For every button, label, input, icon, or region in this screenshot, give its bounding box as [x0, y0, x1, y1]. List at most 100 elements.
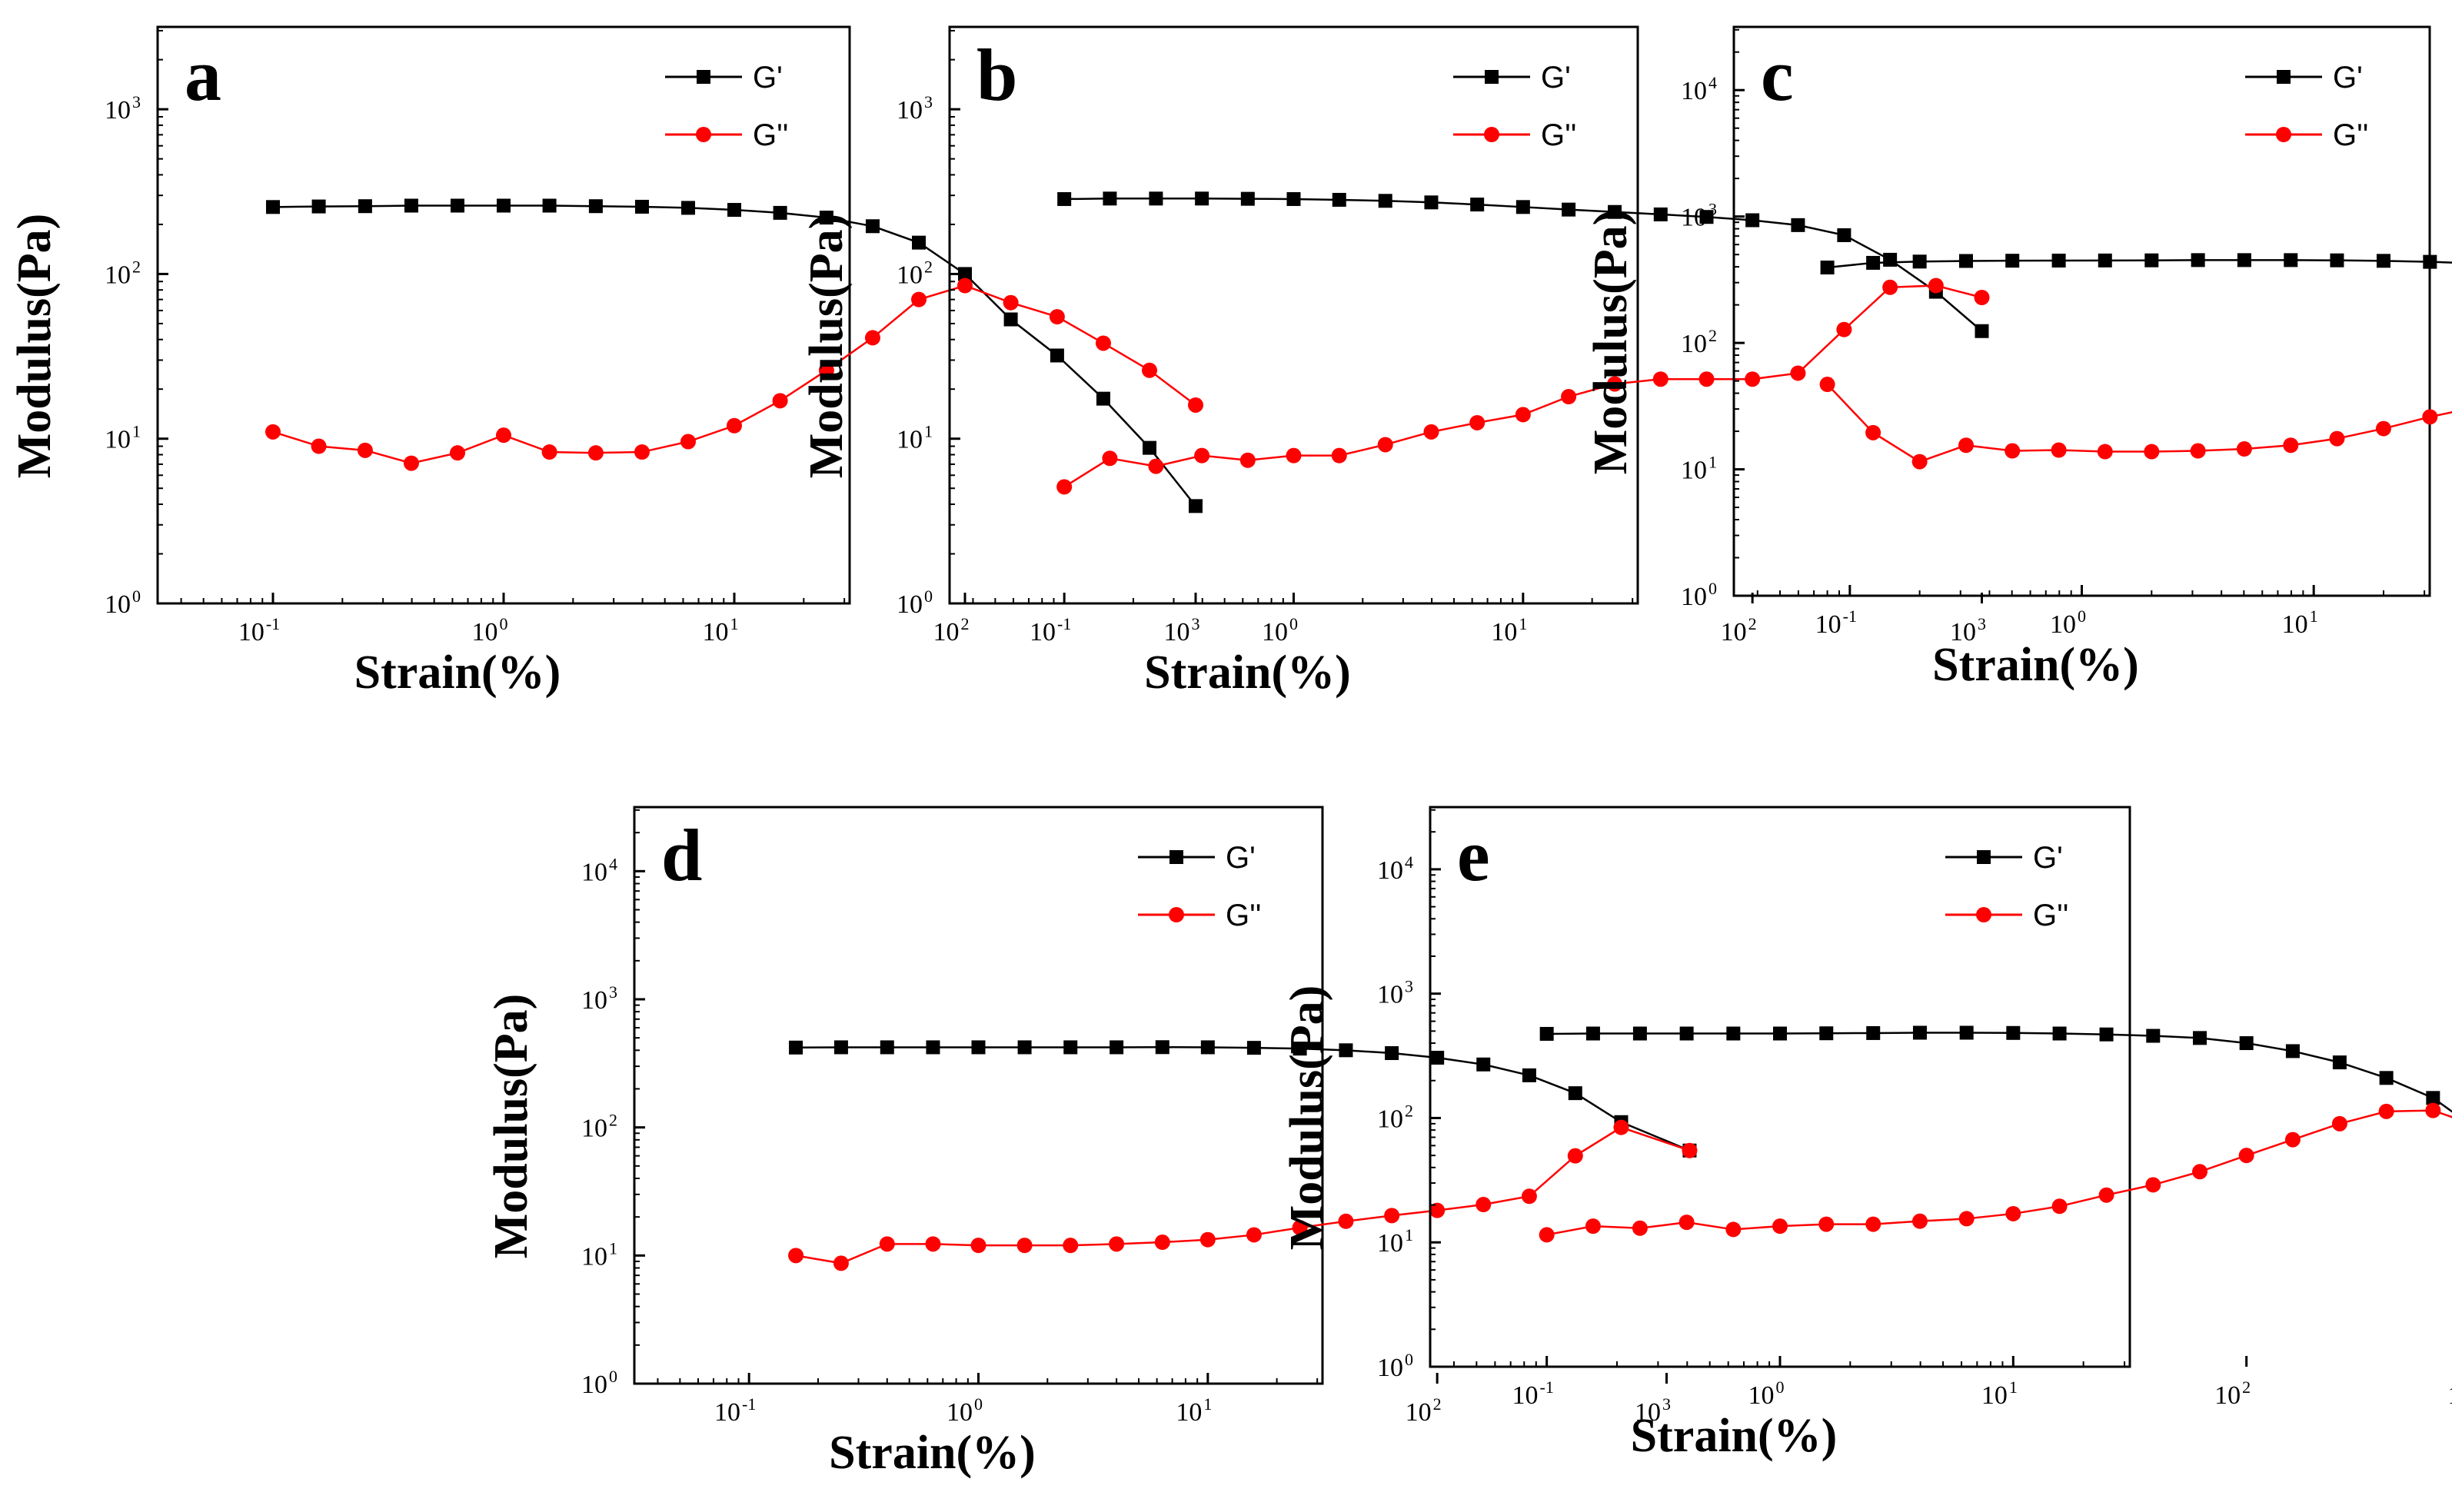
- data-point-g-double-prime: [1585, 1218, 1601, 1235]
- data-point-g-double-prime: [1865, 424, 1881, 440]
- data-point-g-prime: [1293, 1042, 1307, 1056]
- data-point-g-double-prime: [2375, 420, 2391, 437]
- chart-panel-a: 10-1 100 101 102 103 100 101 102 103 Strain(%) Mod…: [8, 25, 1203, 699]
- data-point-g-prime: [819, 211, 833, 225]
- data-point-g-double-prime: [1331, 447, 1347, 464]
- y-tick-label: 100: [1681, 579, 1717, 611]
- data-point-g-prime: [1958, 254, 1973, 268]
- legend-marker: [1484, 127, 1499, 142]
- data-point-g-double-prime: [680, 434, 697, 450]
- data-point-g-double-prime: [2238, 1148, 2254, 1164]
- data-point-g-prime: [1745, 213, 1760, 228]
- y-tick-label: 100: [581, 1367, 617, 1399]
- data-point-g-double-prime: [879, 1236, 895, 1252]
- data-point-g-prime: [358, 199, 372, 214]
- y-axis-title: Modulus(Pa): [8, 214, 61, 478]
- data-point-g-double-prime: [2144, 444, 2160, 460]
- x-tick-label: 100: [1748, 1377, 1785, 1410]
- data-point-g-double-prime: [541, 444, 557, 460]
- panel-letter: b: [976, 34, 1017, 116]
- y-tick-label: 100: [105, 587, 141, 619]
- data-point-g-prime: [1653, 207, 1668, 221]
- data-point-g-prime: [1632, 1026, 1647, 1041]
- x-tick-label: 103: [1164, 614, 1200, 646]
- y-tick-label: 102: [105, 257, 141, 289]
- data-point-g-prime: [2284, 253, 2298, 268]
- data-point-g-double-prime: [2422, 409, 2438, 425]
- data-point-g-prime: [1424, 195, 1439, 210]
- x-tick-label: 10-1: [238, 614, 280, 646]
- data-point-g-double-prime: [403, 455, 419, 471]
- data-point-g-prime: [588, 199, 603, 214]
- x-tick-label: 101: [703, 614, 739, 646]
- data-point-g-prime: [1155, 1040, 1169, 1055]
- data-point-g-prime: [1103, 191, 1117, 206]
- data-point-g-prime: [1378, 194, 1392, 208]
- data-point-g-double-prime: [1745, 371, 1761, 387]
- data-point-g-double-prime: [1819, 377, 1835, 393]
- data-point-g-double-prime: [2283, 437, 2299, 454]
- data-point-g-prime: [1017, 1040, 1032, 1055]
- data-point-g-double-prime: [2051, 442, 2067, 458]
- legend-label: G': [2333, 61, 2363, 95]
- x-tick-label: 102: [1721, 614, 1757, 646]
- data-point-g-double-prime: [2378, 1103, 2394, 1119]
- legend-label: G': [2033, 841, 2063, 875]
- data-point-g-double-prime: [1790, 365, 1806, 381]
- series-line-g-prime: [796, 1046, 1690, 1151]
- data-point-g-double-prime: [2005, 443, 2021, 459]
- data-point-g-prime: [2426, 1091, 2440, 1105]
- data-point-g-double-prime: [1286, 447, 1302, 464]
- series-line-g-prime: [1546, 1032, 2452, 1113]
- panel-letter: c: [1761, 34, 1794, 116]
- legend-label: G'': [2333, 118, 2368, 152]
- data-point-g-double-prime: [1836, 321, 1852, 337]
- data-point-g-prime: [2146, 1028, 2161, 1043]
- data-point-g-double-prime: [1561, 389, 1577, 405]
- data-point-g-prime: [1562, 202, 1576, 217]
- data-point-g-prime: [971, 1040, 986, 1055]
- data-point-g-double-prime: [2145, 1177, 2161, 1193]
- data-point-g-prime: [2099, 1027, 2114, 1042]
- data-point-g-double-prime: [1194, 447, 1210, 464]
- x-axis-title: Strain(%): [829, 1427, 1036, 1479]
- data-point-g-prime: [1726, 1026, 1741, 1041]
- data-point-g-prime: [2191, 253, 2205, 268]
- data-point-g-prime: [1568, 1086, 1582, 1101]
- data-point-g-double-prime: [1567, 1148, 1583, 1164]
- legend-label: G': [1541, 61, 1571, 95]
- data-point-g-prime: [833, 1040, 848, 1055]
- chart-panel-c: 10-1100101102103100101102103104Strain(%)…: [1585, 25, 2452, 691]
- data-point-g-prime: [1820, 261, 1835, 275]
- data-point-g-prime: [1515, 200, 1530, 214]
- data-point-g-double-prime: [1154, 1235, 1170, 1251]
- data-point-g-prime: [1883, 252, 1898, 267]
- data-point-g-prime: [1110, 1040, 1124, 1055]
- x-tick-label: 102: [933, 614, 970, 646]
- data-point-g-double-prime: [1678, 1215, 1695, 1231]
- data-point-g-prime: [1585, 1026, 1600, 1041]
- y-tick-label: 102: [1377, 1101, 1413, 1133]
- data-point-g-double-prime: [1539, 1227, 1555, 1243]
- data-point-g-prime: [311, 199, 326, 214]
- data-point-g-prime: [880, 1040, 894, 1055]
- legend-label: G'': [1541, 118, 1576, 152]
- data-point-g-prime: [1539, 1026, 1554, 1041]
- data-point-g-prime: [266, 200, 280, 214]
- data-point-g-prime: [2330, 253, 2344, 268]
- data-point-g-double-prime: [1911, 1213, 1928, 1229]
- panel-letter: e: [1457, 814, 1490, 896]
- data-point-g-double-prime: [772, 393, 788, 409]
- data-point-g-prime: [2379, 1071, 2394, 1085]
- y-tick-label: 101: [897, 422, 933, 454]
- x-tick-label: 100: [2050, 606, 2086, 639]
- data-point-g-double-prime: [2236, 441, 2252, 457]
- data-point-g-prime: [681, 201, 696, 215]
- data-point-g-double-prime: [957, 277, 973, 294]
- data-point-g-double-prime: [2331, 1115, 2347, 1132]
- series-line-g-prime: [1827, 259, 2452, 269]
- data-point-g-double-prime: [1338, 1213, 1354, 1229]
- y-tick-label: 101: [581, 1238, 617, 1271]
- data-point-g-prime: [1286, 191, 1301, 206]
- data-point-g-double-prime: [1016, 1238, 1033, 1254]
